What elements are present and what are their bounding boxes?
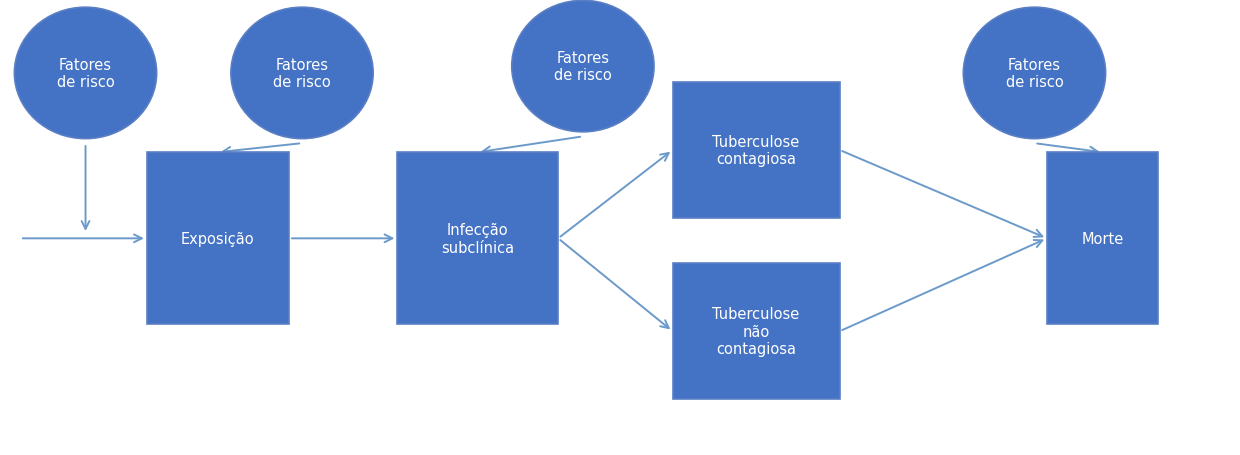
FancyBboxPatch shape <box>146 153 289 325</box>
Ellipse shape <box>512 1 653 132</box>
Text: Morte: Morte <box>1081 231 1123 246</box>
FancyBboxPatch shape <box>397 153 558 325</box>
Text: Tuberculose
não
contagiosa: Tuberculose não contagiosa <box>713 307 800 356</box>
FancyBboxPatch shape <box>672 264 839 399</box>
FancyBboxPatch shape <box>1047 153 1158 325</box>
Text: Tuberculose
contagiosa: Tuberculose contagiosa <box>713 135 800 167</box>
Ellipse shape <box>963 8 1106 139</box>
Text: Fatores
de risco: Fatores de risco <box>57 58 114 90</box>
Text: Exposição: Exposição <box>181 231 254 246</box>
FancyBboxPatch shape <box>672 83 839 218</box>
Text: Fatores
de risco: Fatores de risco <box>1006 58 1064 90</box>
Ellipse shape <box>15 8 156 139</box>
Text: Fatores
de risco: Fatores de risco <box>554 51 611 83</box>
Text: Infecção
subclínica: Infecção subclínica <box>441 222 515 255</box>
Text: Fatores
de risco: Fatores de risco <box>273 58 331 90</box>
Ellipse shape <box>231 8 373 139</box>
